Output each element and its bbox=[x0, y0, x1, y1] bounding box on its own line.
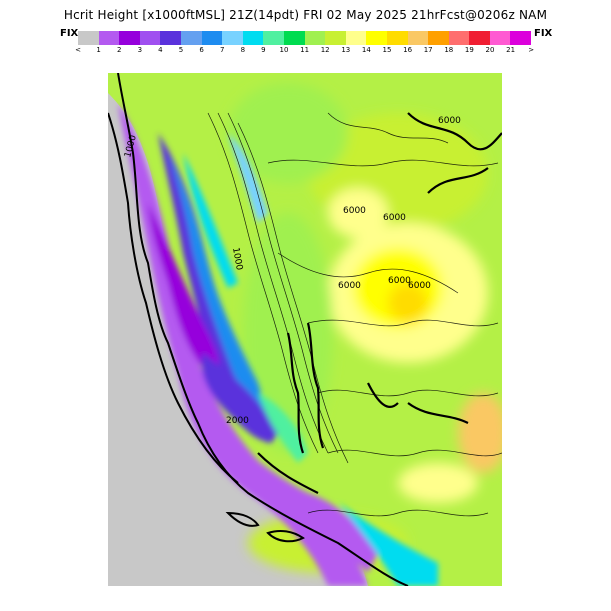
contour-label: 6000 bbox=[388, 276, 411, 286]
color-scale-tick: 9 bbox=[261, 46, 266, 54]
contour-label: 6000 bbox=[383, 213, 406, 223]
color-scale-tick: 8 bbox=[240, 46, 246, 54]
color-scale-tick: 17 bbox=[423, 46, 433, 54]
color-scale-tick: 12 bbox=[320, 46, 330, 54]
color-scale-cell bbox=[201, 31, 223, 45]
color-scale-tick: 16 bbox=[403, 46, 413, 54]
color-scale-cell bbox=[428, 31, 449, 45]
color-scale-tick: 18 bbox=[444, 46, 454, 54]
color-scale-tick: 4 bbox=[158, 46, 163, 54]
contour-lines-bold bbox=[257, 112, 502, 494]
contour-label: 6000 bbox=[408, 281, 431, 291]
color-scale-tick: < bbox=[75, 46, 81, 54]
color-scale-cell bbox=[283, 31, 305, 45]
color-scale-tick: 10 bbox=[279, 46, 289, 54]
color-scale-cell bbox=[78, 31, 99, 45]
contour-label: 2000 bbox=[226, 416, 249, 426]
color-scale-tick: 15 bbox=[382, 46, 392, 54]
color-scale-tick: 11 bbox=[300, 46, 310, 54]
contour-lines bbox=[207, 112, 502, 517]
color-scale-cell bbox=[407, 31, 429, 45]
color-scale-bar bbox=[78, 31, 532, 45]
color-scale-cell bbox=[180, 31, 202, 45]
fix-label-right: FIX bbox=[534, 28, 553, 39]
color-scale-cell bbox=[139, 31, 161, 45]
hcrit-map: 6000 6000 6000 6000 6000 6000 1000 1000 … bbox=[108, 73, 502, 586]
color-scale-cell bbox=[325, 31, 346, 45]
color-scale-ticks: <1 2 3 4 5 6 7 8 9 10 11 12 13 14 15 16 17 18 19 20 21 > bbox=[73, 46, 543, 58]
land-shading bbox=[108, 73, 502, 586]
color-scale-tick: 7 bbox=[219, 46, 225, 54]
contour-label: 6000 bbox=[338, 281, 361, 291]
color-scale-cell bbox=[119, 31, 140, 45]
color-scale-cell bbox=[510, 31, 532, 45]
color-scale-tick: 21 bbox=[506, 46, 516, 54]
color-scale-tick: 19 bbox=[464, 46, 474, 54]
color-scale-tick: 5 bbox=[178, 46, 184, 54]
color-scale-cell bbox=[304, 31, 326, 45]
coastline bbox=[108, 73, 409, 586]
color-scale-cell bbox=[98, 31, 120, 45]
chart-title: Hcrit Height [x1000ftMSL] 21Z(14pdt) FRI… bbox=[63, 8, 548, 22]
contour-label: 1000 bbox=[230, 247, 244, 272]
color-scale-cell bbox=[489, 31, 511, 45]
fix-label-left: FIX bbox=[60, 28, 79, 39]
color-scale-cell bbox=[263, 31, 284, 45]
color-scale-tick: 14 bbox=[361, 46, 371, 54]
color-scale-cell bbox=[386, 31, 408, 45]
color-scale-cell bbox=[366, 31, 387, 45]
color-scale-cell bbox=[160, 31, 181, 45]
color-scale-tick: 20 bbox=[485, 46, 495, 54]
map-panel: 6000 6000 6000 6000 6000 6000 1000 1000 … bbox=[108, 73, 502, 586]
contour-label: 6000 bbox=[438, 116, 461, 126]
color-scale-cell bbox=[345, 31, 367, 45]
color-scale-cell bbox=[242, 31, 264, 45]
color-scale-tick: 1 bbox=[96, 46, 101, 54]
color-scale-tick: 6 bbox=[199, 46, 204, 54]
color-scale-tick: 2 bbox=[116, 46, 122, 54]
contour-label-group: 6000 6000 6000 6000 6000 6000 1000 1000 … bbox=[123, 116, 461, 426]
color-scale-tick: > bbox=[528, 46, 535, 54]
contour-label: 6000 bbox=[343, 206, 366, 216]
color-scale-cell bbox=[469, 31, 490, 45]
color-scale-cell bbox=[448, 31, 470, 45]
color-scale-tick: 13 bbox=[341, 46, 351, 54]
color-scale-tick: 3 bbox=[137, 46, 143, 54]
color-scale-cell bbox=[222, 31, 243, 45]
